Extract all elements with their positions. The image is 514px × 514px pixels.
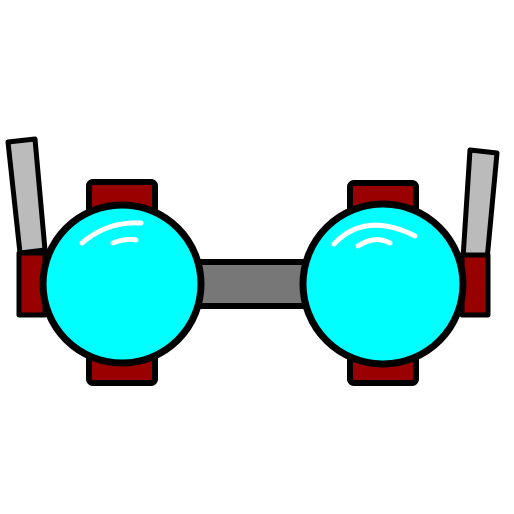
right-temple-arm	[459, 147, 500, 318]
left-lens-highlight-dash	[110, 236, 139, 246]
left-temple-arm	[5, 136, 48, 318]
left-arm-upper	[5, 136, 48, 256]
left-lens-glass	[39, 201, 205, 367]
right-lens-glass	[299, 200, 467, 368]
right-arm-upper	[460, 147, 500, 263]
nose-bridge	[189, 259, 319, 309]
right-lens-highlight-dash	[355, 237, 393, 249]
left-lens-highlight-arc	[79, 220, 144, 246]
left-lens	[39, 201, 205, 367]
right-lens	[299, 200, 467, 368]
right-lens-highlight-arc	[331, 222, 418, 247]
